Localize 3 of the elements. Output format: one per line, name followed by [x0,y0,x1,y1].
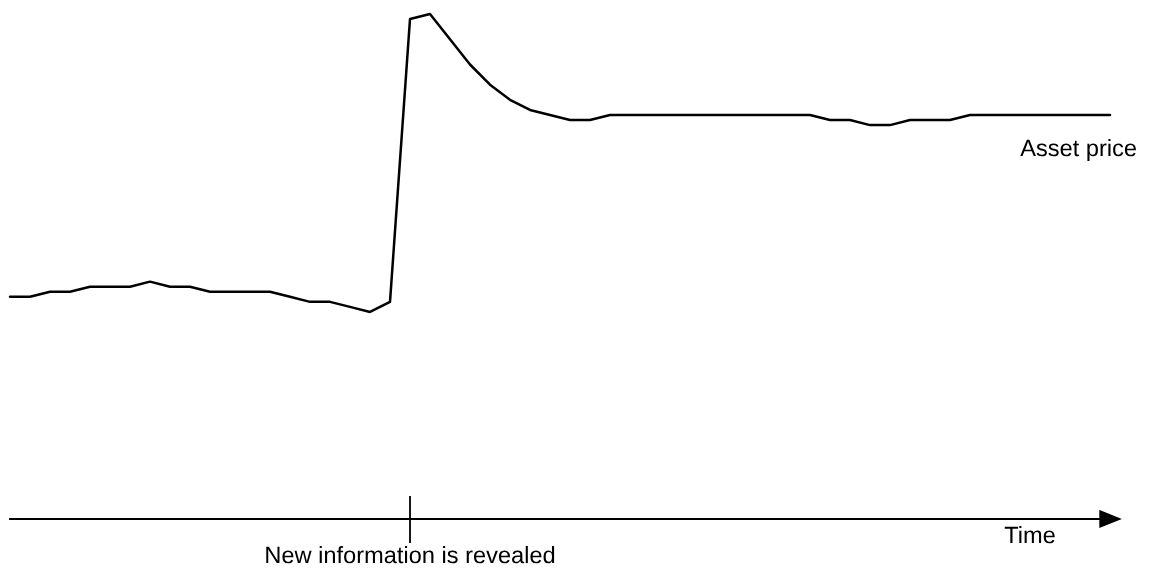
text: Time [1004,525,1055,544]
annotation: Asset price [1020,139,1136,162]
text: New information is revealed [266,545,555,564]
